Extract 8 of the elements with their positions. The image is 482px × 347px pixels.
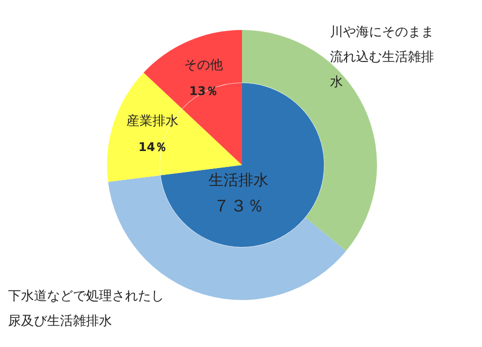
slice-label: 生活排水 — [208, 170, 269, 189]
slice-label: 川や海にそのまま流れ込む生活雑排水 — [330, 24, 435, 92]
slice-label: 下水道などで処理されたし尿及び生活雑排水 — [8, 288, 165, 331]
data-label: ７３％ — [213, 196, 264, 216]
data-label: 14％ — [138, 140, 168, 154]
slice-label: その他 — [184, 58, 224, 74]
data-label: 13％ — [189, 84, 218, 98]
slice-label: 産業排水 — [126, 113, 179, 130]
